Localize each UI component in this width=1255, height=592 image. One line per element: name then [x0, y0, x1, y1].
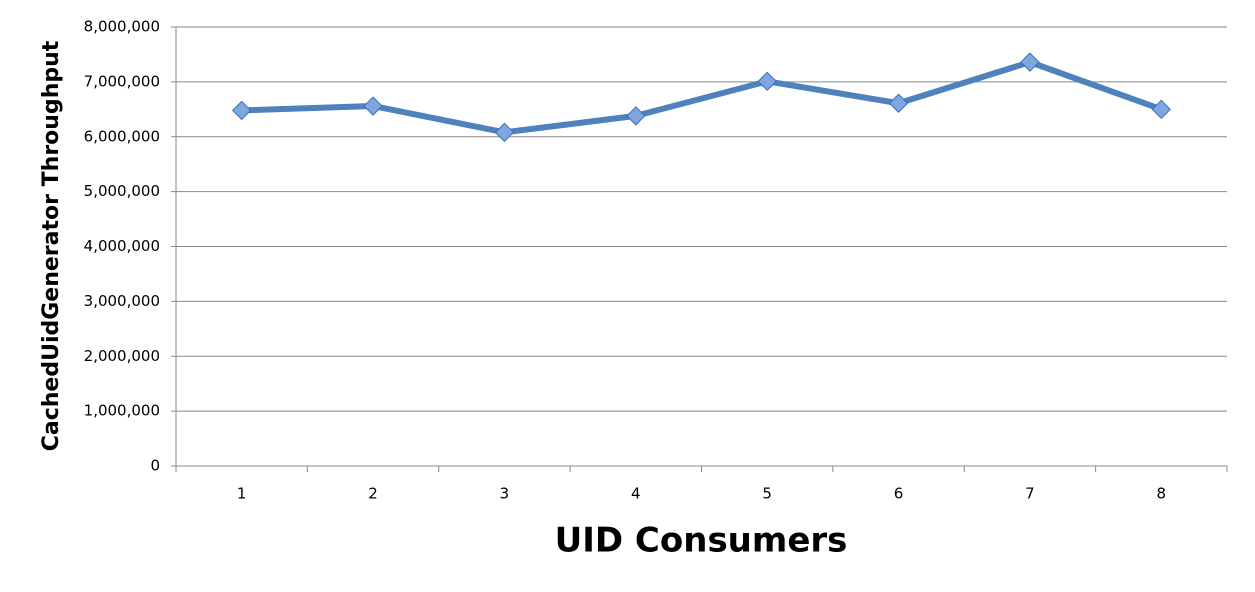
y-tick-label: 3,000,000: [84, 292, 160, 310]
data-point: [1151, 99, 1172, 120]
y-tick-label: 8,000,000: [84, 18, 160, 36]
y-tick-label: 5,000,000: [84, 182, 160, 200]
x-tick-label: 7: [1025, 485, 1035, 503]
x-tick-label: 1: [237, 485, 247, 503]
x-tick-label: 4: [631, 485, 641, 503]
x-tick-label: 3: [500, 485, 510, 503]
y-tick-label: 2,000,000: [84, 347, 160, 365]
data-point: [626, 106, 646, 126]
x-tick-label: 6: [894, 485, 904, 503]
y-tick-label: 7,000,000: [84, 72, 160, 90]
data-point: [363, 96, 383, 116]
x-tick-label: 2: [368, 485, 378, 503]
y-tick-label: 0: [150, 457, 160, 475]
series-line: [241, 59, 1163, 136]
y-tick-label: 6,000,000: [84, 127, 160, 145]
data-point: [494, 122, 515, 143]
x-tick-label: 8: [1157, 485, 1167, 503]
y-axis-title: CachedUidGenerator Throughput: [39, 40, 64, 451]
y-tick-label: 1,000,000: [84, 402, 160, 420]
data-point: [231, 100, 252, 121]
x-axis-title: UID Consumers: [555, 521, 848, 561]
data-point: [888, 93, 909, 113]
data-point: [1020, 52, 1040, 72]
y-tick-label: 4,000,000: [84, 237, 160, 255]
x-tick-label: 5: [762, 485, 772, 503]
data-point: [757, 71, 777, 92]
